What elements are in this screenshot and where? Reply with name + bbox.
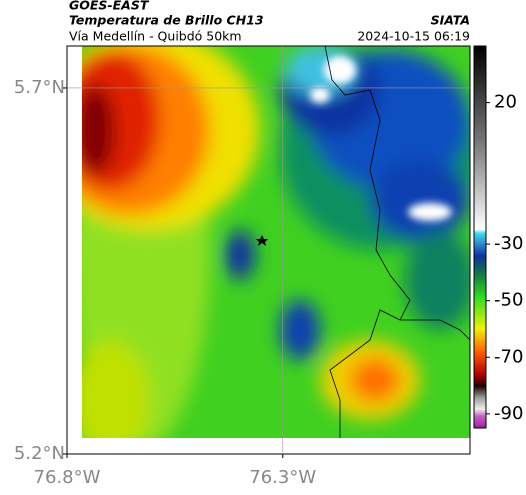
colorbar-tick-label: -70	[494, 346, 523, 367]
map-frame	[66, 45, 471, 455]
location-marker	[256, 235, 268, 246]
brightness-temperature-image	[82, 46, 470, 438]
product-label: Temperatura de Brillo CH13	[69, 13, 264, 28]
lat-tick-label: 5.2°N	[14, 443, 65, 464]
colorbar-tick-label: -50	[494, 290, 523, 311]
lon-tick-label: 76.3°W	[249, 467, 316, 488]
colorbar-tick-label: -30	[494, 233, 523, 254]
agency-label: SIATA	[431, 13, 470, 28]
source-label: GOES-EAST	[69, 0, 150, 13]
colorbar-tick-label: -90	[494, 403, 523, 424]
timestamp-label: 2024-10-15 06:19	[357, 29, 470, 44]
route-label: Vía Medellín - Quibdó 50km	[69, 29, 242, 44]
colorbar-tick-label: 20	[494, 92, 517, 113]
lat-tick-label: 5.7°N	[14, 77, 65, 98]
colorbar	[473, 45, 487, 429]
border-line	[400, 319, 471, 341]
lon-tick-label: 76.8°W	[34, 467, 101, 488]
border-line	[324, 45, 411, 438]
